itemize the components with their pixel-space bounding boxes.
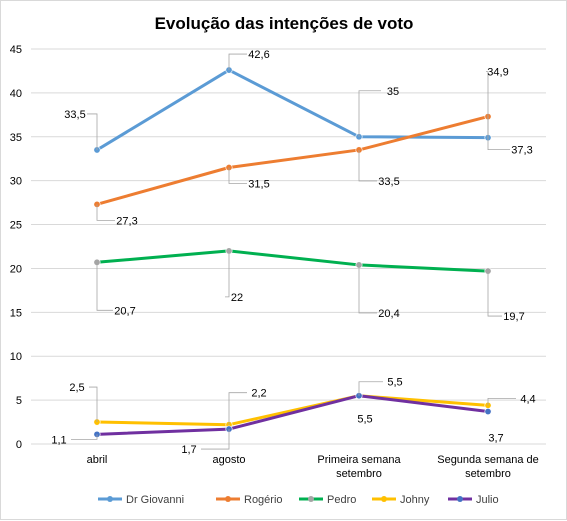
data-label: 2,5 bbox=[69, 382, 84, 394]
series-line-pedro bbox=[95, 249, 490, 273]
y-tick-label: 5 bbox=[16, 395, 22, 407]
data-label: 3,7 bbox=[488, 433, 503, 445]
data-label: 22 bbox=[231, 292, 243, 304]
label-leader bbox=[358, 264, 377, 314]
y-tick-label: 45 bbox=[10, 44, 22, 56]
data-label: 20,4 bbox=[378, 308, 399, 320]
data-label: 5,5 bbox=[357, 414, 372, 426]
legend-label: Dr Giovanni bbox=[126, 494, 184, 506]
data-label: 35 bbox=[387, 86, 399, 98]
label-leader bbox=[96, 262, 113, 311]
label-leader bbox=[487, 116, 510, 150]
x-tick-label: setembro bbox=[465, 468, 511, 480]
legend-label: Rogério bbox=[244, 494, 283, 506]
data-point bbox=[484, 408, 492, 416]
label-leader bbox=[358, 149, 377, 182]
legend-marker bbox=[381, 496, 387, 502]
y-tick-label: 0 bbox=[16, 439, 22, 451]
data-label: 1,1 bbox=[51, 434, 66, 446]
data-label: 37,3 bbox=[511, 145, 532, 157]
y-tick-label: 25 bbox=[10, 220, 22, 232]
y-tick-label: 40 bbox=[10, 88, 22, 100]
y-tick-label: 10 bbox=[10, 351, 22, 363]
label-leader bbox=[89, 386, 98, 423]
data-label: 33,5 bbox=[378, 176, 399, 188]
legend-marker bbox=[225, 496, 231, 502]
label-leader bbox=[228, 392, 247, 425]
x-tick-label: Primeira semana bbox=[317, 454, 401, 466]
label-leader bbox=[358, 90, 381, 137]
series-line-julio bbox=[95, 394, 490, 436]
data-label: 20,7 bbox=[114, 305, 135, 317]
y-tick-label: 35 bbox=[10, 132, 22, 144]
chart-title: Evolução das intenções de voto bbox=[155, 14, 414, 33]
label-leader bbox=[487, 397, 516, 406]
label-leader bbox=[228, 167, 247, 184]
label-leader bbox=[201, 429, 230, 450]
series-line-dr-giovanni bbox=[95, 68, 490, 152]
data-label: 31,5 bbox=[248, 179, 269, 191]
x-tick-label: Segunda semana de bbox=[437, 454, 539, 466]
series-line-johny bbox=[95, 394, 490, 427]
legend-label: Julio bbox=[476, 494, 499, 506]
label-leader bbox=[225, 250, 230, 298]
data-label: 33,5 bbox=[64, 109, 85, 121]
legend-marker bbox=[457, 496, 463, 502]
data-label: 2,2 bbox=[251, 388, 266, 400]
data-label: 19,7 bbox=[503, 311, 524, 323]
x-tick-label: setembro bbox=[336, 468, 382, 480]
label-leader bbox=[71, 434, 98, 440]
data-label: 42,6 bbox=[248, 49, 269, 61]
y-tick-label: 15 bbox=[10, 307, 22, 319]
label-leader bbox=[87, 113, 98, 150]
legend-label: Johny bbox=[400, 494, 430, 506]
label-leader bbox=[228, 53, 247, 71]
data-label: 27,3 bbox=[116, 215, 137, 227]
legend-marker bbox=[107, 496, 113, 502]
x-tick-label: abril bbox=[87, 454, 108, 466]
label-leader bbox=[96, 204, 115, 221]
label-leader bbox=[358, 381, 383, 396]
data-label: 5,5 bbox=[387, 377, 402, 389]
series-line-rogério bbox=[95, 115, 490, 206]
x-tick-label: agosto bbox=[212, 454, 245, 466]
data-label: 1,7 bbox=[181, 444, 196, 456]
label-leader bbox=[487, 271, 502, 317]
y-tick-label: 20 bbox=[10, 263, 22, 275]
data-label: 34,9 bbox=[487, 67, 508, 79]
label-leader bbox=[486, 71, 489, 138]
y-tick-label: 30 bbox=[10, 176, 22, 188]
legend-marker bbox=[308, 496, 314, 502]
legend-label: Pedro bbox=[327, 494, 356, 506]
data-label: 4,4 bbox=[520, 393, 535, 405]
